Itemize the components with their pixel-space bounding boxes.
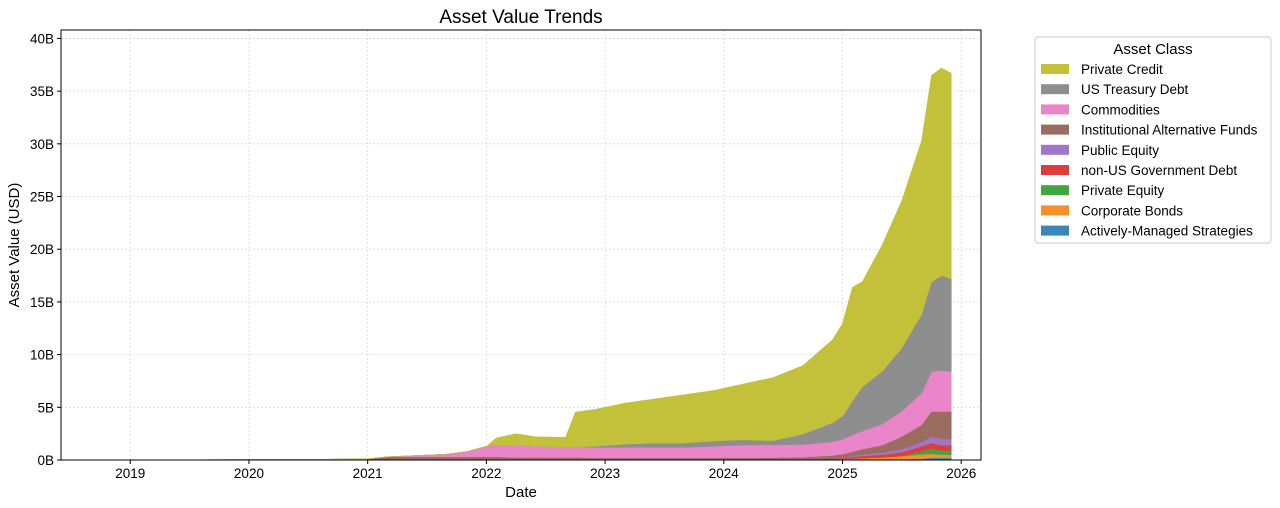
legend-items: Private Credit US Treasury Debt Commoditie… [1041,62,1258,239]
legend-swatch [1041,64,1069,74]
grid-lines [61,30,981,461]
y-axis-ticks: 0B 5B 10B 15B 20B 25B 30B 35B 40B [30,31,61,468]
area-private-credit [80,67,952,461]
y-tick-label: 20B [30,242,54,257]
legend-label: Institutional Alternative Funds [1081,123,1258,138]
chart-title: Asset Value Trends [439,7,602,28]
y-tick-label: 10B [30,348,54,363]
y-tick-label: 25B [30,190,54,205]
x-axis-ticks: 2019 2020 2021 2022 2023 2024 2025 2026 [115,460,976,481]
legend-label: Public Equity [1081,143,1159,158]
y-tick-label: 0B [37,453,54,468]
y-tick-label: 15B [30,295,54,310]
x-tick-label: 2024 [709,466,740,481]
legend-swatch [1041,104,1069,115]
x-tick-label: 2020 [234,466,264,481]
x-tick-label: 2025 [827,466,857,481]
x-tick-label: 2021 [353,466,383,481]
y-tick-label: 5B [37,400,54,415]
plot-frame [60,29,982,461]
legend-item-public-equity: Public Equity [1041,143,1159,158]
legend-label: US Treasury Debt [1081,82,1189,97]
y-axis-label: Asset Value (USD) [6,183,23,308]
x-tick-label: 2023 [590,466,620,481]
legend-item-private-equity: Private Equity [1041,183,1165,198]
x-tick-label: 2019 [115,466,145,481]
legend-label: non-US Government Debt [1081,163,1237,178]
legend-item-actively-managed-strategies: Actively-Managed Strategies [1041,224,1253,239]
legend-swatch [1041,225,1069,236]
legend-label: Corporate Bonds [1081,203,1183,218]
stacked-areas [80,67,952,461]
legend-label: Actively-Managed Strategies [1081,224,1253,239]
legend-swatch [1041,205,1069,216]
x-tick-label: 2022 [471,466,501,481]
legend-swatch [1041,185,1069,196]
legend-item-private-credit: Private Credit [1041,62,1163,77]
legend-swatch [1041,144,1069,155]
y-tick-label: 40B [30,31,54,46]
legend-frame [1034,36,1272,244]
legend-item-non-us-government-debt: non-US Government Debt [1041,163,1237,178]
y-tick-label: 30B [30,137,54,152]
x-tick-label: 2026 [946,466,976,481]
legend-item-commodities: Commodities [1041,102,1160,117]
legend-swatch [1041,124,1069,135]
legend-label: Commodities [1081,102,1160,117]
y-tick-label: 35B [30,84,54,99]
legend-swatch [1041,165,1069,175]
legend-item-institutional-alternative-funds: Institutional Alternative Funds [1041,123,1258,138]
legend-swatch [1041,84,1069,95]
legend-label: Private Equity [1081,183,1165,198]
legend-label: Private Credit [1081,62,1163,77]
legend-item-us-treasury-debt: US Treasury Debt [1041,82,1189,97]
x-axis-label: Date [505,484,537,501]
legend-title: Asset Class [1113,41,1192,58]
legend: Asset Class Private Credit US Treasury De… [1034,36,1272,244]
legend-item-corporate-bonds: Corporate Bonds [1041,203,1183,218]
